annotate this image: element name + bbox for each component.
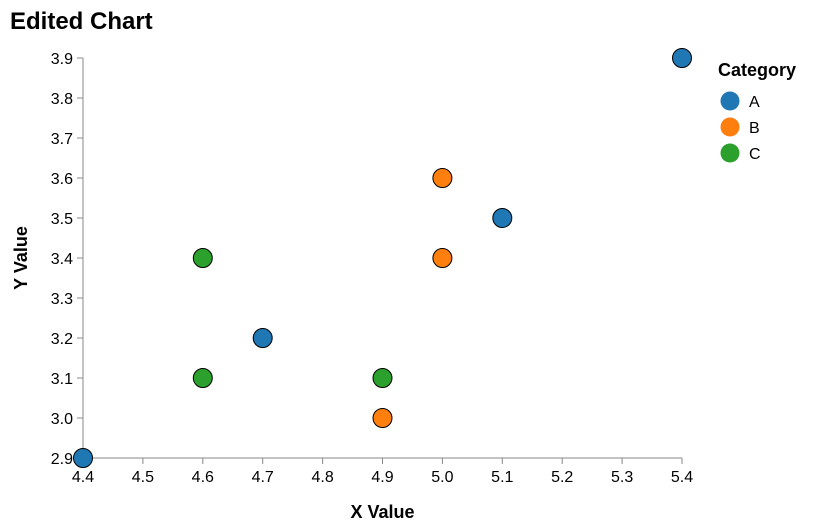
legend-symbol-b xyxy=(720,117,740,137)
y-tick-label: 3.3 xyxy=(51,291,73,308)
y-tick-label: 3.0 xyxy=(51,411,73,428)
data-point-b xyxy=(372,408,393,428)
data-point-a xyxy=(73,448,93,468)
x-tick-label: 4.6 xyxy=(192,469,214,486)
data-point-a xyxy=(672,48,692,68)
x-tick-label: 5.2 xyxy=(551,469,573,486)
data-point-c xyxy=(192,368,213,388)
x-tick-label: 5.3 xyxy=(611,469,633,486)
y-tick-label: 3.4 xyxy=(51,251,73,268)
x-tick-label: 4.4 xyxy=(72,469,94,486)
x-tick-label: 4.9 xyxy=(371,469,393,486)
legend-label-c: C xyxy=(749,146,761,163)
data-point-a xyxy=(492,208,513,228)
x-tick-label: 5.1 xyxy=(491,469,513,486)
y-tick-label: 2.9 xyxy=(51,451,73,468)
legend-label-b: B xyxy=(749,120,760,137)
data-point-c xyxy=(192,248,213,268)
legend-title: Category xyxy=(718,60,796,80)
data-point-a xyxy=(252,328,273,348)
data-point-b xyxy=(432,248,453,268)
x-tick-label: 5.0 xyxy=(431,469,453,486)
y-tick-label: 3.2 xyxy=(51,331,73,348)
y-tick-label: 3.7 xyxy=(51,131,73,148)
y-axis-title: Y Value xyxy=(11,226,31,290)
y-tick-label: 3.9 xyxy=(51,51,73,68)
x-tick-label: 4.7 xyxy=(252,469,274,486)
legend-label-a: A xyxy=(749,94,760,111)
legend-symbol-a xyxy=(720,91,740,111)
legend-symbol-c xyxy=(720,143,740,163)
x-tick-label: 5.4 xyxy=(671,469,693,486)
x-tick-label: 4.5 xyxy=(132,469,154,486)
x-tick-label: 4.8 xyxy=(311,469,333,486)
chart-title: Edited Chart xyxy=(10,8,153,35)
legend: Category ABC xyxy=(718,60,796,163)
x-axis-title: X Value xyxy=(350,502,414,522)
y-tick-label: 3.1 xyxy=(51,371,73,388)
data-point-c xyxy=(372,368,393,388)
y-tick-label: 3.5 xyxy=(51,211,73,228)
y-tick-label: 3.8 xyxy=(51,91,73,108)
axes: 4.4 4.5 4.6 4.7 4.8 4.9 5.0 5.1 5.2 5.3 5.4 2.9 3.0 3… xyxy=(11,51,693,522)
data-point-b xyxy=(432,168,453,188)
y-tick-label: 3.6 xyxy=(51,171,73,188)
data-points xyxy=(73,48,692,468)
